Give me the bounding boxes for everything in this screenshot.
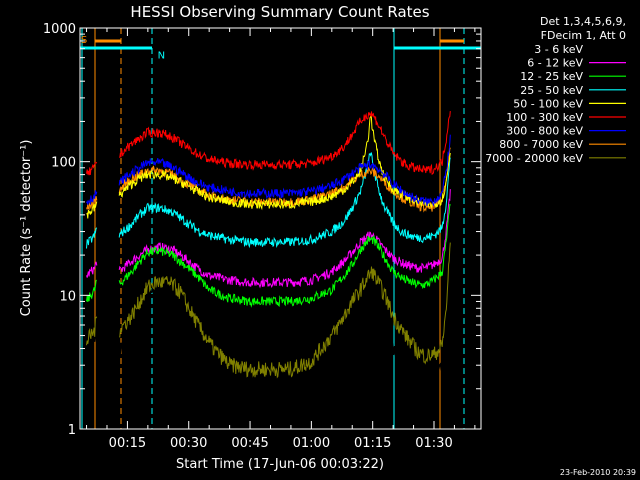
series-line-2 bbox=[86, 189, 451, 289]
legend-label-3: 12 - 25 keV bbox=[520, 70, 583, 83]
y-tick-label-2: 10 bbox=[59, 289, 76, 304]
annotation-n: N bbox=[158, 51, 165, 62]
series-line-4 bbox=[86, 152, 451, 249]
y-tick-label-4: 1000 bbox=[43, 22, 76, 37]
series-line-7 bbox=[86, 134, 451, 207]
x-tick-label-4: 01:00 bbox=[293, 436, 330, 451]
region-lines: SN bbox=[80, 28, 481, 429]
series-line-3 bbox=[86, 203, 451, 308]
series-lines bbox=[86, 111, 451, 389]
series-line-9 bbox=[86, 242, 451, 379]
x-axis-label: Start Time (17-Jun-06 00:03:22) bbox=[176, 457, 384, 472]
legend-label-5: 50 - 100 keV bbox=[513, 97, 583, 110]
series-line-5 bbox=[86, 114, 451, 219]
plot-frame bbox=[79, 27, 482, 430]
y-axis-label: Count Rate (s⁻¹ detector⁻¹) bbox=[19, 140, 34, 317]
x-tick-label-5: 01:15 bbox=[354, 436, 391, 451]
legend-label-7: 300 - 800 keV bbox=[506, 125, 583, 138]
x-tick-label-2: 00:30 bbox=[170, 436, 207, 451]
chart-title: HESSI Observing Summary Count Rates bbox=[130, 3, 429, 21]
legend-label-9: 7000 - 20000 keV bbox=[485, 152, 583, 165]
legend-label-6: 100 - 300 keV bbox=[506, 111, 583, 124]
x-tick-label-3: 00:45 bbox=[231, 436, 268, 451]
x-tick-label-1: 00:15 bbox=[109, 436, 146, 451]
legend-label-2: 6 - 12 keV bbox=[527, 57, 583, 70]
legend-header-line-1: Det 1,3,4,5,6,9, bbox=[540, 15, 626, 28]
y-tick-label-1: 1 bbox=[68, 423, 76, 438]
y-tick-label-3: 100 bbox=[51, 156, 76, 171]
footer-date: 23-Feb-2010 20:39 bbox=[560, 468, 636, 477]
legend-label-1: 3 - 6 keV bbox=[534, 43, 583, 56]
legend-label-4: 25 - 50 keV bbox=[520, 84, 583, 97]
legend: Det 1,3,4,5,6,9, FDecim 1, Att 0 3 - 6 k… bbox=[485, 15, 626, 165]
x-tick-label-6: 01:30 bbox=[415, 436, 452, 451]
series-line-6 bbox=[86, 111, 451, 176]
legend-label-8: 800 - 7000 keV bbox=[499, 138, 583, 151]
plot-content: SN bbox=[80, 28, 481, 429]
legend-header-line-2: FDecim 1, Att 0 bbox=[541, 29, 626, 42]
axes: 00:15 00:30 00:45 01:00 01:15 01:30 1 10 100 1000 bbox=[43, 22, 481, 451]
